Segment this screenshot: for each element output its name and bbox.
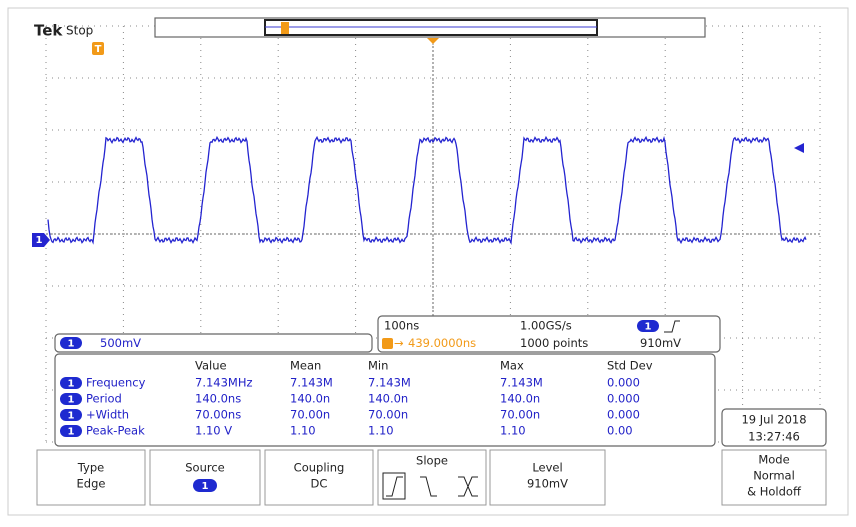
menu-label: Mode [758, 453, 789, 467]
measurement-table: Value Mean Min Max Std Dev 1 Frequency 7.143MHz… [60, 359, 653, 438]
channel-scale: 500mV [100, 336, 141, 350]
measurement-cell: 0.000 [607, 376, 640, 390]
trigger-position-marker [427, 38, 439, 44]
measurement-cell: 70.00ns [195, 408, 241, 422]
channel-badge-text: 1 [68, 395, 75, 406]
channel-badge-text: 1 [68, 411, 75, 422]
status: Stop [66, 24, 93, 38]
slope-icon [664, 320, 680, 333]
date: 19 Jul 2018 [741, 413, 806, 427]
trigger-level: 910mV [640, 336, 681, 350]
menu-value: DC [311, 477, 328, 491]
measurement-cell: 7.143M [368, 376, 411, 390]
trigger-pos-arrow: → [394, 336, 404, 350]
trigger-badge [92, 42, 104, 55]
measurement-cell: 1.10 [500, 424, 526, 438]
measurement-cell: 140.0n [500, 392, 540, 406]
source-badge [193, 479, 217, 492]
trigger-pos-badge [382, 338, 393, 349]
measurement-cell: 70.00n [368, 408, 408, 422]
menu-button[interactable] [149, 449, 261, 506]
menu-label: Level [532, 461, 562, 475]
menu-button[interactable] [721, 449, 827, 506]
record-length: 1000 points [520, 336, 588, 350]
column-header: Std Dev [607, 359, 653, 373]
column-header: Min [368, 359, 388, 373]
measurement-cell: 1.10 V [195, 424, 232, 438]
measurement-cell: 1.10 [290, 424, 316, 438]
brand: Tek [34, 22, 63, 40]
trigger-position: 439.0000ns [408, 336, 476, 350]
measurement-cell: 0.000 [607, 392, 640, 406]
menu-button[interactable] [264, 449, 374, 506]
menu-bar: Type Edge Source 1 Coupling DC Slope Level 910mV… [36, 449, 827, 506]
measurement-cell: 140.0n [290, 392, 330, 406]
column-header: Mean [290, 359, 321, 373]
measurement-name: Frequency [86, 376, 146, 390]
channel-badge [60, 337, 82, 349]
slope-rise [386, 476, 403, 497]
menu-value: Normal [753, 469, 795, 483]
menu-value: 1 [202, 481, 209, 492]
measurement-cell: 0.00 [607, 424, 633, 438]
channel-badge [60, 377, 82, 389]
menu-button[interactable] [489, 449, 606, 506]
time: 13:27:46 [748, 430, 800, 444]
column-header: Max [500, 359, 524, 373]
menu-button[interactable] [36, 449, 146, 506]
slope-selected [382, 472, 406, 500]
time-per-div: 100ns [384, 319, 419, 333]
measurement-box [54, 353, 716, 447]
channel-box [54, 333, 373, 353]
graticule [45, 25, 821, 443]
waveform [47, 135, 807, 245]
record-trigger [281, 22, 289, 34]
channel-marker [32, 233, 50, 247]
channel-badge [60, 393, 82, 405]
trigger-level-arrow [794, 143, 804, 153]
slope-fall [420, 476, 437, 497]
channel-badge [60, 425, 82, 437]
measurement-name: Peak-Peak [86, 424, 145, 438]
menu-label: Type [77, 461, 104, 475]
channel-badge-text: 1 [68, 339, 75, 350]
menu-label: Source [185, 461, 225, 475]
measurement-name: Period [86, 392, 122, 406]
menu-label: Coupling [294, 461, 345, 475]
measurement-cell: 7.143MHz [195, 376, 253, 390]
menu-extra: & Holdoff [747, 485, 802, 499]
measurement-cell: 140.0ns [195, 392, 241, 406]
sample-rate: 1.00GS/s [520, 319, 572, 333]
menu-value: 910mV [527, 477, 568, 491]
measurement-cell: 1.10 [368, 424, 394, 438]
menu-label: Slope [416, 454, 448, 468]
measurement-cell: 70.00n [500, 408, 540, 422]
measurement-cell: 70.00n [290, 408, 330, 422]
measurement-cell: 0.000 [607, 408, 640, 422]
slope-either [458, 476, 478, 497]
channel-badge-text: 1 [68, 379, 75, 390]
measurement-cell: 7.143M [290, 376, 333, 390]
menu-value: Edge [77, 477, 106, 491]
measurement-name: +Width [86, 408, 129, 422]
channel-marker-text: 1 [36, 235, 43, 246]
trigger-badge-text: T [95, 44, 102, 55]
column-header: Value [195, 359, 227, 373]
measurement-cell: 140.0n [368, 392, 408, 406]
channel-badge-text: 1 [68, 427, 75, 438]
trigger-channel-badge [637, 320, 659, 332]
timebase-box [377, 315, 721, 353]
trigger-channel: 1 [645, 322, 652, 333]
measurement-cell: 7.143M [500, 376, 543, 390]
datetime-box [721, 408, 827, 447]
channel-badge [60, 409, 82, 421]
